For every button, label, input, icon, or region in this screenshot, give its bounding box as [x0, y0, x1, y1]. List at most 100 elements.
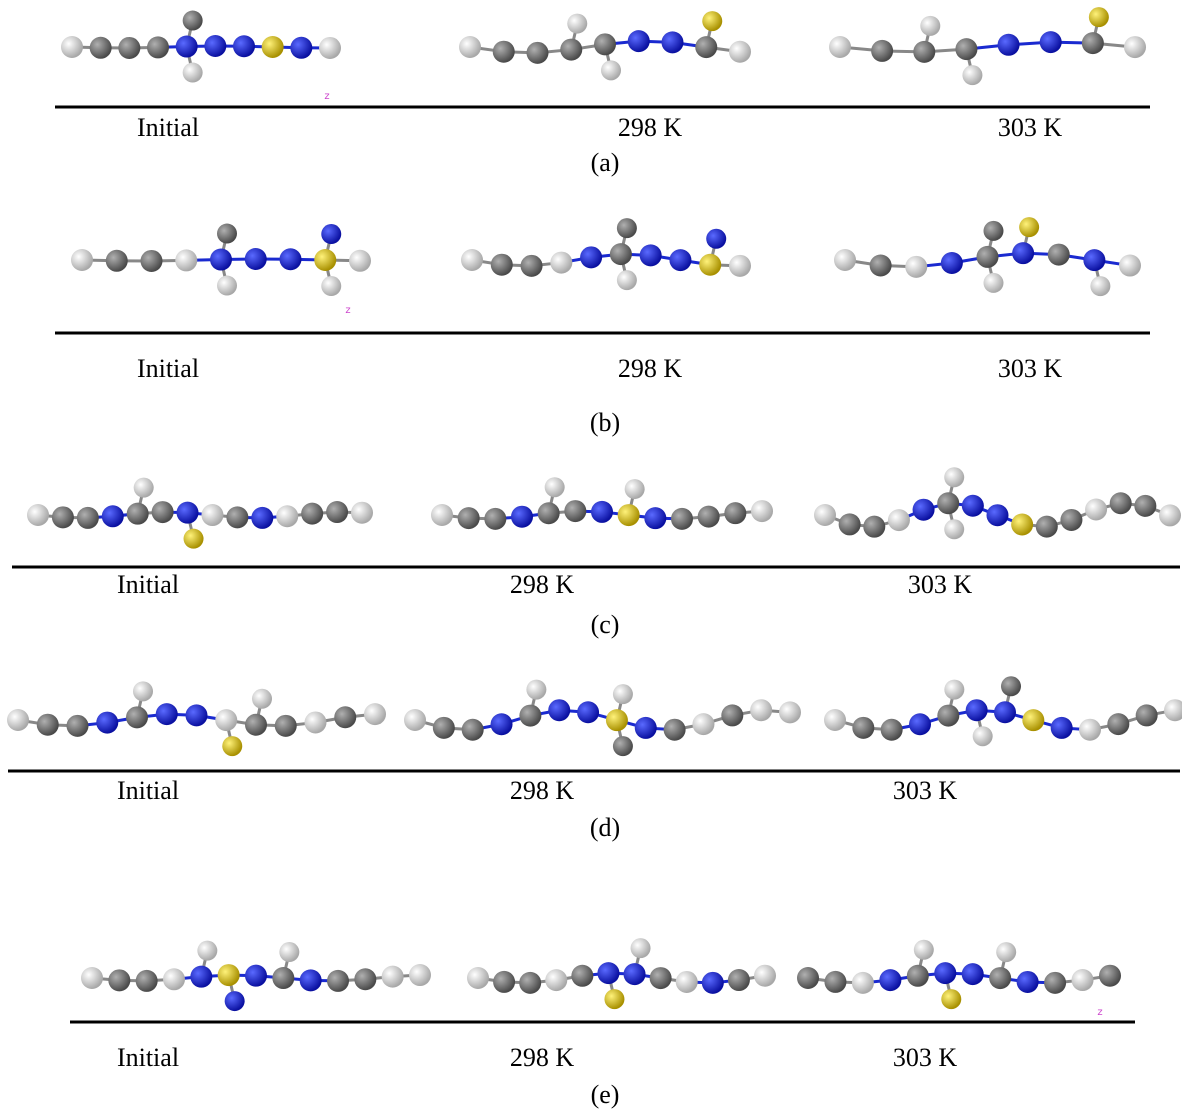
atom — [1107, 713, 1129, 735]
atom — [133, 681, 153, 701]
atom — [126, 706, 148, 728]
atom — [305, 711, 327, 733]
atom — [538, 502, 560, 524]
molecule — [27, 478, 373, 549]
atom — [61, 36, 83, 58]
atom — [695, 36, 717, 58]
atom — [750, 699, 772, 721]
atom — [941, 989, 961, 1009]
atom — [280, 248, 302, 270]
atom — [404, 709, 426, 731]
atom — [1048, 244, 1070, 266]
atom — [676, 971, 698, 993]
atom — [914, 940, 934, 960]
atom — [1159, 504, 1181, 526]
atom — [613, 684, 633, 704]
atom — [606, 709, 628, 731]
atom — [631, 938, 651, 958]
atom — [462, 719, 484, 741]
atom — [628, 30, 650, 52]
atom — [913, 41, 935, 63]
atom — [233, 35, 255, 57]
atom — [702, 972, 724, 994]
atom — [977, 246, 999, 268]
axis-marker: z — [345, 305, 350, 316]
atom — [217, 276, 237, 296]
atom — [1001, 676, 1021, 696]
condition-label: Initial — [137, 113, 199, 142]
atom — [217, 224, 237, 244]
atom — [955, 38, 977, 60]
atom — [176, 36, 198, 58]
atom — [136, 970, 158, 992]
atom — [662, 31, 684, 53]
condition-label: 298 K — [510, 776, 575, 805]
atom — [1085, 499, 1107, 521]
atom — [321, 224, 341, 244]
atom — [839, 513, 861, 535]
atom — [156, 703, 178, 725]
atom — [175, 249, 197, 271]
panel-caption: (a) — [591, 148, 620, 177]
atom — [962, 495, 984, 517]
atom — [1051, 717, 1073, 739]
atom — [67, 715, 89, 737]
atom — [1022, 709, 1044, 731]
atom — [702, 11, 722, 31]
atom — [183, 63, 203, 83]
atom — [698, 506, 720, 528]
atom — [613, 736, 633, 756]
atom — [984, 273, 1004, 293]
atom — [944, 467, 964, 487]
atom — [319, 37, 341, 59]
atom — [1089, 7, 1109, 27]
atom — [944, 519, 964, 539]
atom — [671, 508, 693, 530]
atom — [635, 717, 657, 739]
atom — [106, 250, 128, 272]
atom — [987, 504, 1009, 526]
atom — [1119, 255, 1141, 277]
condition-label: 298 K — [510, 570, 575, 599]
molecule — [461, 218, 751, 290]
atom — [604, 989, 624, 1009]
atom — [905, 256, 927, 278]
atom — [163, 968, 185, 990]
atom — [527, 42, 549, 64]
atom — [459, 36, 481, 58]
condition-label: 298 K — [618, 354, 683, 383]
atom — [934, 962, 956, 984]
atom — [252, 689, 272, 709]
atom — [1017, 971, 1039, 993]
atom — [141, 250, 163, 272]
molecule — [797, 940, 1121, 1009]
atom — [177, 502, 199, 524]
condition-label: 303 K — [893, 1043, 958, 1072]
atom — [996, 942, 1016, 962]
axis-marker: z — [324, 91, 329, 102]
atom — [829, 36, 851, 58]
atom — [147, 36, 169, 58]
atom — [197, 941, 217, 961]
atom — [1044, 972, 1066, 994]
atom — [300, 969, 322, 991]
molecule — [824, 676, 1182, 746]
atom — [251, 507, 273, 529]
atom — [1036, 516, 1058, 538]
condition-label: 303 K — [998, 354, 1063, 383]
atom — [624, 963, 646, 985]
atom — [1040, 31, 1062, 53]
atom — [550, 252, 572, 274]
atom — [204, 35, 226, 57]
atom — [644, 507, 666, 529]
atom — [852, 972, 874, 994]
atom — [433, 717, 455, 739]
atom — [1060, 509, 1082, 531]
axis-marker: z — [1097, 1007, 1102, 1018]
atom — [618, 504, 640, 526]
atom — [863, 516, 885, 538]
atom — [998, 34, 1020, 56]
atom — [591, 501, 613, 523]
atom — [183, 11, 203, 31]
atom — [1019, 217, 1039, 237]
